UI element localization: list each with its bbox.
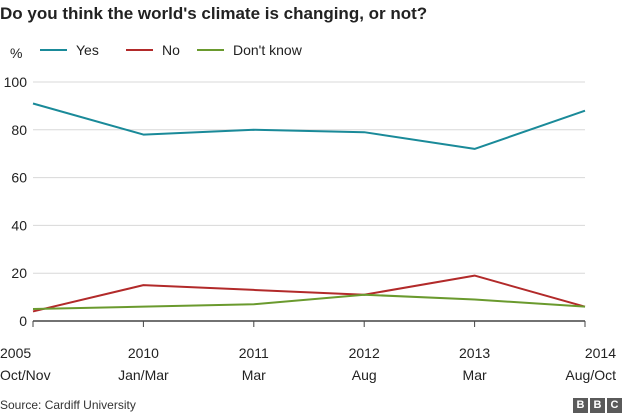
x-tick-label-period: Aug/Oct bbox=[565, 367, 616, 383]
x-tick-label-period: Oct/Nov bbox=[0, 367, 51, 383]
bbc-logo-letter: B bbox=[573, 398, 588, 413]
grid-lines bbox=[33, 81, 585, 322]
legend-label: Don't know bbox=[233, 42, 303, 58]
legend-label: No bbox=[162, 42, 180, 58]
chart-title: Do you think the world's climate is chan… bbox=[0, 4, 428, 23]
source-note: Source: Cardiff University bbox=[0, 398, 136, 412]
series-line-dont-know bbox=[32, 293, 586, 311]
x-tick-label-year: 2014 bbox=[585, 345, 616, 361]
x-tick-label-period: Aug bbox=[352, 367, 377, 383]
x-tick-label-period: Mar bbox=[242, 367, 266, 383]
x-tick-label-period: Jan/Mar bbox=[118, 367, 169, 383]
x-tick-label-period: Mar bbox=[463, 367, 487, 383]
y-axis-ticks: 0 20 40 60 80 100 bbox=[4, 74, 28, 329]
x-axis-ticks: 2005 Oct/Nov 2010 Jan/Mar 2011 Mar 2012 Aug 2013… bbox=[0, 321, 616, 383]
y-axis-label: % bbox=[10, 45, 22, 61]
y-tick-label: 80 bbox=[11, 122, 27, 138]
x-tick-label-year: 2005 bbox=[0, 345, 31, 361]
x-tick-label-year: 2011 bbox=[239, 345, 269, 361]
y-tick-label: 20 bbox=[11, 265, 27, 281]
y-tick-label: 60 bbox=[11, 170, 27, 186]
series-line-no bbox=[32, 274, 586, 313]
chart-legend: Yes No Don't know bbox=[40, 42, 303, 58]
x-tick-label-year: 2010 bbox=[128, 345, 159, 361]
bbc-logo-letter: B bbox=[590, 398, 605, 413]
y-tick-label: 40 bbox=[11, 217, 27, 233]
x-tick-label-year: 2013 bbox=[459, 345, 490, 361]
x-tick-label-year: 2012 bbox=[349, 345, 380, 361]
bbc-logo: B B C bbox=[573, 398, 622, 413]
series-lines bbox=[32, 102, 586, 313]
legend-label: Yes bbox=[76, 42, 99, 58]
y-tick-label: 0 bbox=[19, 313, 27, 329]
bbc-logo-letter: C bbox=[607, 398, 622, 413]
y-tick-label: 100 bbox=[4, 74, 28, 90]
series-line-yes bbox=[32, 102, 586, 150]
